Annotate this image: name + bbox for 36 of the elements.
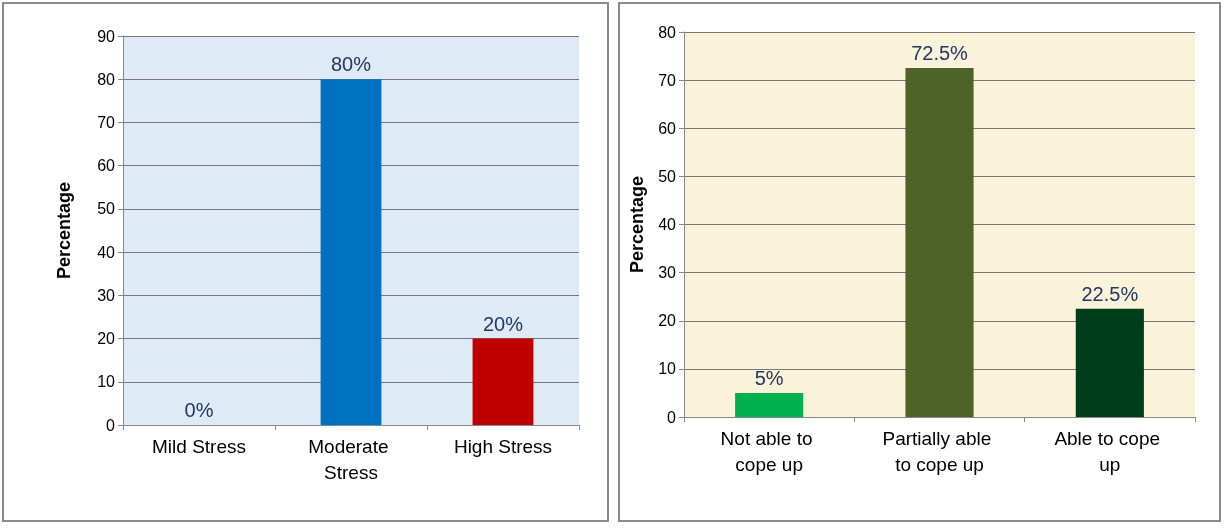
y-tick-label: 0 — [667, 408, 677, 426]
x-tick-label: High Stress — [453, 435, 553, 457]
data-label: 22.5% — [1081, 282, 1139, 305]
y-tick-label: 60 — [97, 157, 116, 175]
data-label: 80% — [330, 53, 372, 76]
y-tick-label: 0 — [106, 416, 116, 434]
data-label: 0% — [184, 399, 214, 421]
data-label: 5% — [754, 366, 784, 389]
bar — [735, 392, 804, 417]
y-tick-label: 90 — [97, 27, 116, 45]
y-tick-label: 30 — [658, 264, 677, 282]
y-tick-label: 80 — [97, 70, 116, 88]
y-tick-label: 40 — [97, 243, 116, 261]
bar — [1075, 308, 1144, 417]
y-tick-label: 20 — [658, 312, 677, 330]
y-tick-label: 10 — [658, 360, 677, 378]
y-tick-label: 50 — [658, 167, 677, 185]
y-axis-title: Percentage — [54, 181, 74, 280]
bar — [905, 68, 974, 417]
y-tick-label: 80 — [658, 23, 677, 41]
x-tick-label: Moderate Stress — [308, 435, 394, 483]
x-tick-label: Mild Stress — [152, 435, 246, 457]
y-tick-label: 70 — [658, 71, 677, 89]
y-tick-label: 30 — [97, 286, 116, 304]
x-tick-label: Able to cope up — [1054, 427, 1166, 475]
y-tick-label: 40 — [658, 216, 677, 233]
y-tick-label: 70 — [97, 113, 116, 131]
x-tick-label: Not able to cope up — [720, 427, 818, 475]
y-axis-title: Percentage — [627, 175, 647, 274]
y-tick-label: 60 — [658, 119, 677, 137]
y-tick-label: 20 — [97, 330, 116, 348]
x-tick-label: Partially able to cope up — [882, 427, 997, 475]
data-label: 20% — [482, 312, 524, 335]
y-tick-label: 50 — [97, 200, 116, 218]
y-tick-label: 10 — [97, 373, 116, 391]
data-label: 72.5% — [911, 42, 969, 65]
